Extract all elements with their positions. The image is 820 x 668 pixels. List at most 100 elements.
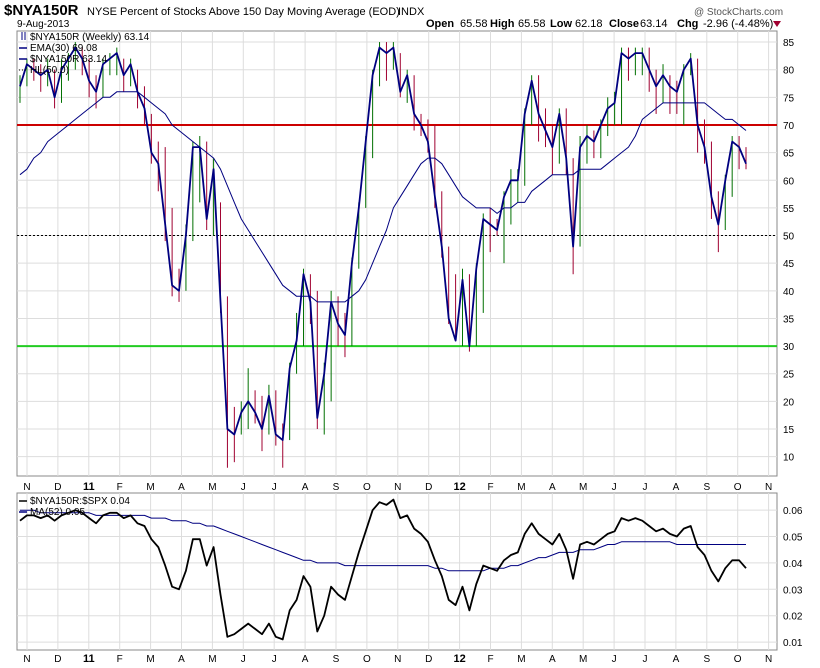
x-tick-label: A — [549, 654, 556, 665]
y-tick-label: 10 — [783, 453, 795, 464]
x-tick-label: M — [146, 482, 154, 493]
y-tick-label: 0.05 — [783, 533, 803, 544]
price-x-axis: N D 11 F M A M J J A S O N D 12 F M A M J J A S O N — [23, 481, 772, 493]
x-tick-label: O — [363, 482, 371, 493]
x-tick-label: D — [425, 482, 432, 493]
x-tick-label: F — [117, 482, 123, 493]
x-tick-label: J — [241, 482, 246, 493]
x-tick-label: J — [241, 654, 246, 665]
x-tick-label: M — [517, 654, 525, 665]
x-tick-label: D — [54, 482, 61, 493]
y-tick-label: 0.02 — [783, 612, 803, 623]
x-tick-label: A — [549, 482, 556, 493]
y-tick-label: 35 — [783, 314, 795, 325]
x-tick-label: M — [517, 482, 525, 493]
x-tick-label: N — [394, 654, 401, 665]
legend-label: $NYA150R 63.14 — [30, 54, 108, 65]
x-tick-label: N — [765, 482, 772, 493]
legend-label: EMA(30) 69.08 — [30, 43, 98, 54]
x-tick-label: J — [272, 654, 277, 665]
down-triangle-icon — [773, 21, 781, 27]
x-tick-label: M — [208, 482, 216, 493]
x-tick-label: A — [673, 654, 680, 665]
x-tick-label: O — [734, 654, 742, 665]
ratio-line — [19, 498, 747, 641]
low-label: Low — [550, 18, 572, 30]
x-tick-label: M — [208, 654, 216, 665]
y-tick-label: 25 — [783, 370, 795, 381]
y-tick-label: 50 — [783, 232, 795, 243]
x-tick-label: J — [612, 482, 617, 493]
low-value: 62.18 — [575, 18, 603, 30]
x-tick-label: 12 — [453, 653, 465, 665]
close-label: Close — [609, 18, 639, 30]
x-tick-label: A — [302, 654, 309, 665]
x-tick-label: O — [734, 482, 742, 493]
y-tick-label: 85 — [783, 38, 795, 49]
chart-date: 9-Aug-2013 — [17, 19, 70, 30]
x-tick-label: 11 — [83, 481, 95, 493]
y-tick-label: 0.04 — [783, 559, 803, 570]
y-tick-label: 30 — [783, 342, 795, 353]
x-tick-label: A — [673, 482, 680, 493]
x-tick-label: D — [54, 654, 61, 665]
y-tick-label: 20 — [783, 397, 795, 408]
open-label: Open — [426, 18, 454, 30]
x-tick-label: S — [333, 654, 340, 665]
x-tick-label: F — [487, 654, 493, 665]
x-tick-label: A — [302, 482, 309, 493]
y-tick-label: 45 — [783, 259, 795, 270]
y-tick-label: 70 — [783, 121, 795, 132]
x-tick-label: 12 — [453, 481, 465, 493]
symbol-title: $NYA150R — [4, 2, 79, 19]
x-tick-label: 11 — [83, 653, 95, 665]
y-tick-label: 65 — [783, 149, 795, 160]
y-tick-label: 40 — [783, 287, 795, 298]
x-tick-label: S — [703, 482, 710, 493]
ratio-panel-frame — [16, 492, 778, 651]
watermark: @ StockCharts.com — [694, 7, 783, 18]
ohlc-summary: Open 65.58 High 65.58 Low 62.18 Close 63… — [426, 18, 773, 30]
nya150r-close-line — [19, 46, 747, 442]
x-tick-label: N — [394, 482, 401, 493]
price-panel: 10 15 20 25 30 35 40 45 50 55 60 65 70 75 80 85 $NYA150… — [16, 30, 795, 477]
x-tick-label: D — [425, 654, 432, 665]
y-tick-label: 0.03 — [783, 585, 803, 596]
legend-label: MA(52) 0.05 — [30, 507, 85, 518]
legend-label: HL(50.0) — [30, 65, 69, 76]
ratio-x-axis: N D 11 F M A M J J A S O N D 12 F M A M J J A S O N — [23, 653, 772, 665]
x-tick-label: A — [178, 654, 185, 665]
ratio-panel: 0.01 0.02 0.03 0.04 0.05 0.06 $NYA150R:$SPX 0… — [16, 492, 803, 651]
x-tick-label: M — [579, 654, 587, 665]
y-tick-label: 60 — [783, 176, 795, 187]
x-tick-label: J — [643, 654, 648, 665]
x-tick-label: J — [612, 654, 617, 665]
chart-description: NYSE Percent of Stocks Above 150 Day Mov… — [87, 6, 400, 18]
x-tick-label: F — [117, 654, 123, 665]
high-value: 65.58 — [518, 18, 546, 30]
high-label: High — [490, 18, 515, 30]
x-tick-label: N — [23, 654, 30, 665]
x-tick-label: F — [487, 482, 493, 493]
y-tick-label: 0.01 — [783, 638, 803, 649]
legend-label: $NYA150R (Weekly) 63.14 — [30, 32, 150, 43]
open-value: 65.58 — [460, 18, 488, 30]
x-tick-label: S — [333, 482, 340, 493]
x-tick-label: M — [579, 482, 587, 493]
chg-label: Chg — [677, 18, 698, 30]
x-tick-label: N — [23, 482, 30, 493]
y-tick-label: 0.06 — [783, 506, 803, 517]
x-tick-label: S — [703, 654, 710, 665]
ema-30-line — [19, 91, 747, 303]
exchange-label: INDX — [398, 6, 425, 18]
x-tick-label: J — [272, 482, 277, 493]
y-tick-label: 15 — [783, 425, 795, 436]
y-tick-label: 75 — [783, 93, 795, 104]
chg-value: -2.96 (-4.48%) — [703, 18, 773, 30]
y-tick-label: 55 — [783, 204, 795, 215]
x-tick-label: N — [765, 654, 772, 665]
y-tick-label: 80 — [783, 66, 795, 77]
ma-52-line — [20, 509, 746, 572]
close-value: 63.14 — [640, 18, 668, 30]
